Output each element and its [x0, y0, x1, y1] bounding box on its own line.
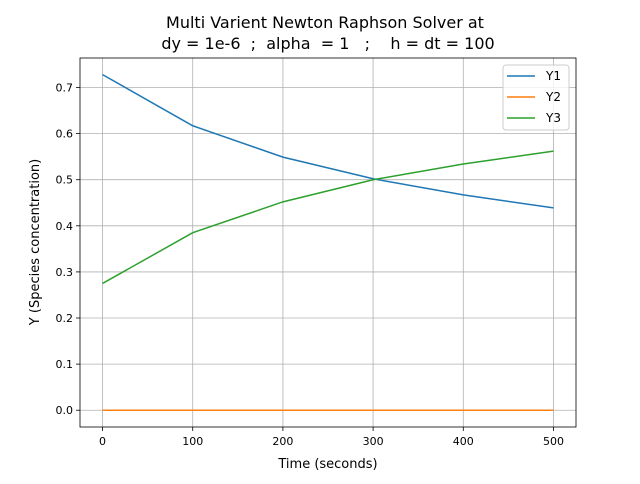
x-tick-label: 100 — [182, 435, 203, 448]
y-tick-label: 0.6 — [56, 128, 74, 141]
series-line-y1 — [102, 73, 554, 209]
y-tick-label: 0.2 — [56, 312, 74, 325]
x-axis-label: Time (seconds) — [277, 457, 377, 472]
y-tick-label: 0.7 — [56, 82, 74, 95]
series-line-y3 — [102, 150, 554, 285]
legend: Y1 Y2 Y3 — [502, 64, 570, 131]
y-tick-label: 0.4 — [56, 220, 74, 233]
x-tick-label: 0 — [99, 435, 106, 448]
chart-title-line1: Multi Varient Newton Raphson Solver at — [166, 13, 484, 32]
legend-label-y2: Y2 — [545, 90, 561, 104]
y-tick-label: 0.3 — [56, 266, 74, 279]
legend-label-y1: Y1 — [545, 69, 561, 83]
legend-box — [502, 64, 570, 131]
y-tick-label: 0.0 — [56, 404, 74, 417]
x-tick-label: 400 — [453, 435, 474, 448]
legend-label-y3: Y3 — [545, 111, 561, 125]
axes-frame — [79, 57, 577, 428]
y-tick-label: 0.5 — [56, 174, 74, 187]
y-axis-label: Y (Species concentration) — [28, 159, 43, 326]
x-tick-label: 300 — [363, 435, 384, 448]
x-tick-label: 200 — [272, 435, 293, 448]
chart-title-line2: dy = 1e-6 ; alpha = 1 ; h = dt = 100 — [161, 34, 494, 53]
x-tick-label: 500 — [543, 435, 564, 448]
y-tick-label: 0.1 — [56, 358, 74, 371]
